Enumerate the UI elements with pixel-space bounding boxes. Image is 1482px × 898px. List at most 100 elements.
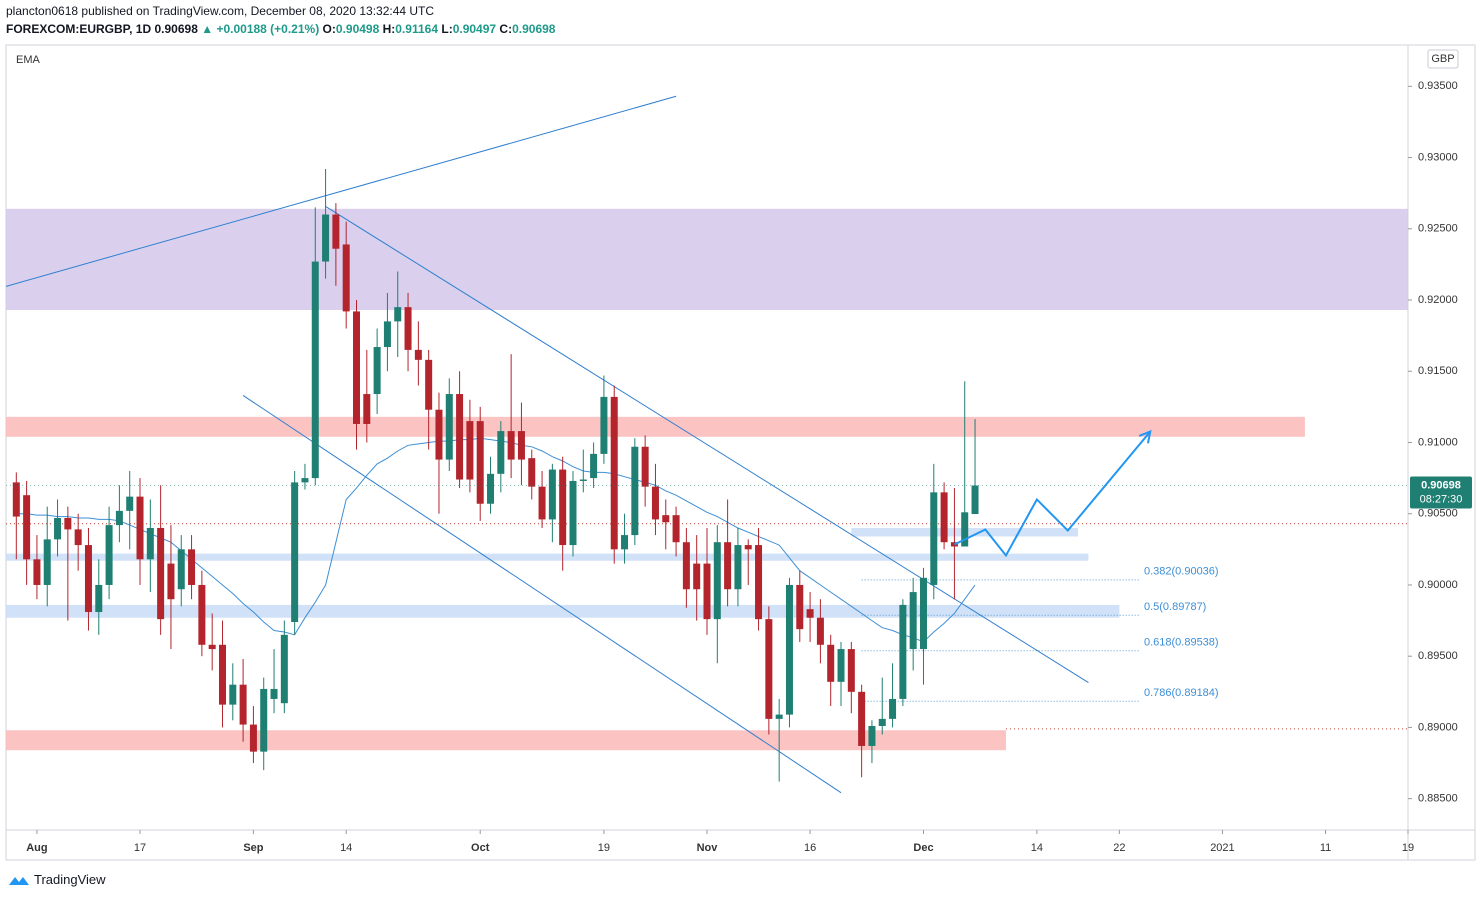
candle-body (940, 492, 948, 543)
x-tick-label: Oct (471, 842, 490, 854)
candle-body (961, 512, 969, 547)
candle-body (126, 496, 134, 511)
candle-body (899, 604, 907, 699)
y-tick-label: 0.92000 (1418, 294, 1458, 306)
candle-body (858, 691, 866, 746)
last-price-tag (1410, 476, 1472, 509)
candle-body (847, 649, 855, 692)
candle-body (414, 349, 422, 360)
zone (6, 416, 1305, 437)
countdown: 08:27:30 (1420, 493, 1463, 505)
candle-body (198, 584, 206, 645)
candle-body (528, 458, 536, 487)
y-tick-label: 0.89500 (1418, 650, 1458, 662)
trend-line (242, 395, 842, 794)
candle-body (311, 261, 319, 479)
y-tick-label: 0.88500 (1418, 793, 1458, 805)
candle-body (84, 545, 92, 613)
candle-body (12, 482, 20, 517)
candle-body (177, 549, 185, 590)
candle-body (445, 394, 453, 460)
h-label: H: (382, 22, 396, 36)
candle-body (919, 577, 927, 650)
projection-path (953, 430, 1152, 558)
candle-body (569, 480, 577, 546)
candle-body (868, 725, 876, 746)
x-tick-label: Nov (697, 842, 719, 854)
candle-body (373, 347, 381, 395)
candle-body (466, 421, 474, 480)
candle-body (610, 396, 618, 550)
fib-label: 0.5(0.89787) (1144, 601, 1206, 613)
candle-body (724, 542, 732, 590)
candle-body (146, 527, 154, 560)
candle-body (74, 529, 82, 546)
candle-body (641, 446, 649, 487)
candle-body (600, 396, 608, 454)
candle-body (837, 649, 845, 682)
candle-body (332, 214, 340, 249)
candle-body (208, 644, 216, 650)
x-tick-label: 16 (804, 842, 816, 854)
zone (6, 553, 1089, 561)
x-tick-label: 14 (340, 842, 352, 854)
x-tick-label: 2021 (1210, 842, 1234, 854)
y-tick-label: 0.90500 (1418, 508, 1458, 520)
x-tick-label: 22 (1113, 842, 1125, 854)
candle-body (280, 634, 288, 704)
candle-body (631, 446, 639, 536)
candle-body (43, 539, 51, 585)
candle-body (383, 321, 391, 348)
candle-body (816, 617, 824, 645)
candle-body (64, 517, 72, 530)
candle-body (115, 510, 123, 526)
candle-body (476, 421, 484, 504)
candle-body (930, 492, 938, 585)
candle-body (517, 431, 525, 460)
arrow-head (1138, 429, 1152, 444)
candle-body (579, 479, 587, 481)
x-tick-label: Dec (913, 842, 933, 854)
candle-body (260, 688, 268, 752)
candle-body (54, 517, 62, 540)
last-price-label: 0.90698 (1421, 479, 1461, 491)
candle-body (796, 584, 804, 630)
c: 0.90698 (512, 22, 556, 36)
candle-body (703, 563, 711, 620)
l-label: L: (441, 22, 453, 36)
fib-label: 0.618(0.89538) (1144, 637, 1219, 649)
change: +0.00188 (+0.21%) (216, 22, 320, 36)
zone (6, 730, 1006, 751)
candle-body (765, 619, 773, 719)
candle-body (497, 431, 505, 474)
candle-body (785, 584, 793, 715)
fib-label: 0.786(0.89184) (1144, 687, 1219, 699)
y-tick-label: 0.89000 (1418, 721, 1458, 733)
x-tick-label: 19 (1402, 842, 1414, 854)
o: 0.90498 (335, 22, 380, 36)
x-tick-label: 11 (1320, 842, 1331, 854)
candle-body (301, 478, 309, 483)
candle-body (672, 515, 680, 543)
x-tick-label: 14 (1031, 842, 1043, 854)
candle-body (218, 644, 226, 705)
candle-body (270, 688, 278, 699)
x-tick-label: 19 (598, 842, 610, 854)
candle-body (909, 592, 917, 650)
frame (5, 44, 1476, 861)
symbol: FOREXCOM:EURGBP, 1D (6, 22, 152, 36)
candle-body (456, 394, 464, 480)
zone (6, 208, 1408, 310)
candle-body (775, 714, 783, 719)
y-tick-label: 0.92500 (1418, 223, 1458, 235)
candle-body (538, 486, 546, 520)
candle-body (971, 485, 979, 515)
candle-body (136, 496, 144, 560)
y-tick-label: 0.90000 (1418, 579, 1458, 591)
y-tick-label: 0.91500 (1418, 365, 1458, 377)
symbol-line: FOREXCOM:EURGBP, 1D 0.90698 ▲ +0.00188 (… (6, 22, 555, 36)
candle-body (23, 495, 31, 560)
candle-body (425, 359, 433, 410)
